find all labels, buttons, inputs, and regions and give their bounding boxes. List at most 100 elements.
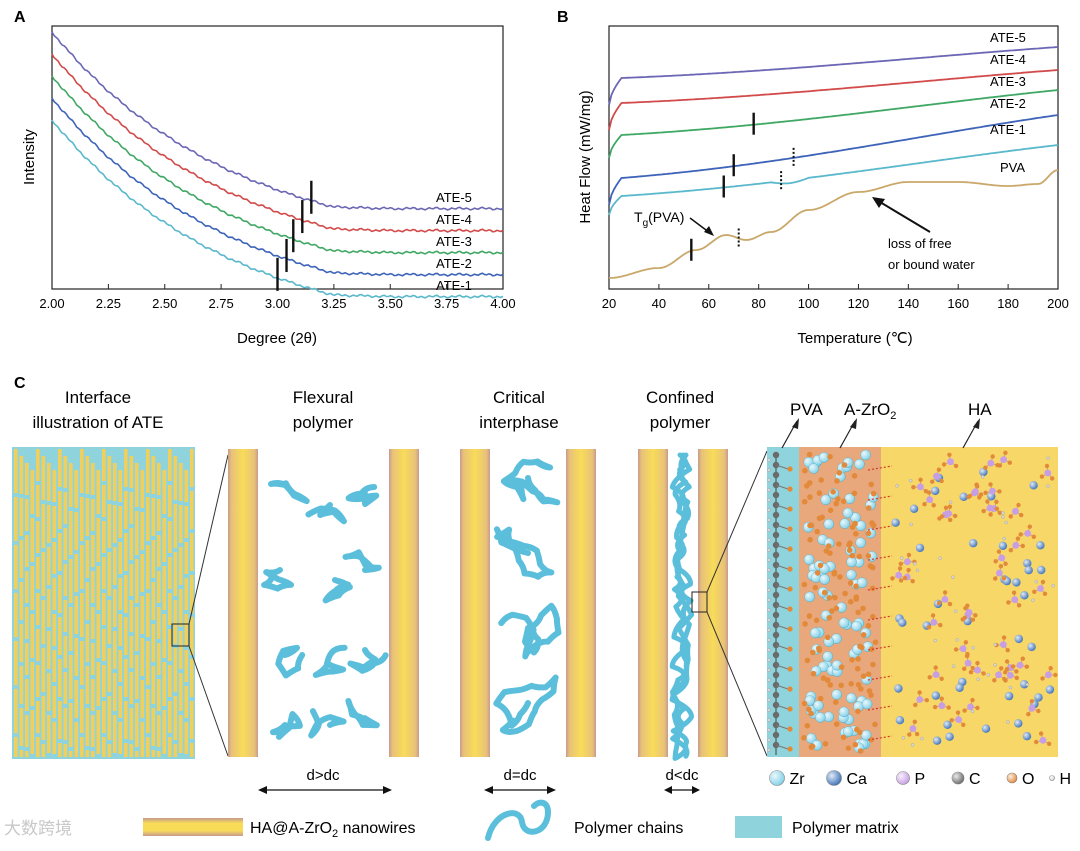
nanowire-segment <box>135 607 139 651</box>
nanowire-segment <box>102 557 106 589</box>
spacing-label-gt: d>dc <box>307 767 340 784</box>
atom-o <box>854 665 861 672</box>
polymer-chain <box>493 674 559 735</box>
atom-c <box>772 471 780 479</box>
atom-h <box>948 500 953 504</box>
atom-h <box>767 588 771 592</box>
nanowire-segment <box>102 665 106 697</box>
nanowire-segment <box>19 750 24 757</box>
atom-o <box>814 570 821 576</box>
atom-o <box>927 675 932 680</box>
atom-h <box>1001 511 1005 515</box>
nanowire-segment <box>190 533 194 571</box>
interaction-bond <box>867 705 893 711</box>
series-label-pva: PVA <box>1000 160 1025 175</box>
nanowire-segment <box>96 566 101 610</box>
atom-o <box>801 498 808 505</box>
atom-c <box>772 651 780 659</box>
atom-o <box>953 647 959 652</box>
interaction-bond <box>867 585 893 591</box>
nanowire-segment <box>25 751 29 757</box>
atom-h <box>767 528 771 532</box>
atom-o <box>816 515 823 522</box>
polymer-chain <box>500 458 561 506</box>
atom-o <box>827 682 834 688</box>
atom-shade <box>943 720 952 729</box>
nanowire-segment <box>36 521 40 553</box>
atom-o <box>806 451 813 458</box>
x-tick-label: 2.25 <box>96 296 121 311</box>
layer-label-zro2: A-ZrO2 <box>844 400 896 422</box>
legend-atom-shade <box>769 770 785 786</box>
atom-o <box>787 506 793 512</box>
nanowire-segment <box>184 542 189 574</box>
col1-title-line1: Interface <box>65 388 131 407</box>
atom-o <box>912 719 917 724</box>
nanowire-segment <box>25 643 29 675</box>
atom-o <box>868 692 874 698</box>
atom-o <box>973 613 978 618</box>
nanowire-segment <box>63 744 68 757</box>
atom-shade <box>808 463 819 474</box>
nanowire-segment <box>113 589 117 627</box>
atom-o <box>1044 463 1050 469</box>
nanowire-segment <box>179 715 183 753</box>
arrow-head <box>973 418 980 429</box>
nanowire-segment <box>30 710 35 754</box>
legend-atom-shade <box>952 772 964 784</box>
arrow-head <box>383 786 392 794</box>
atom-h <box>767 718 771 722</box>
interaction-bond <box>867 555 893 561</box>
atom-h <box>767 748 771 752</box>
atom-o <box>865 553 872 559</box>
zoom-line-top-right <box>706 450 768 593</box>
atom-h <box>767 598 771 602</box>
atom-p <box>917 483 924 491</box>
nanowire-segment <box>151 624 156 662</box>
nanowire-segment <box>30 614 35 658</box>
atom-o <box>939 478 944 484</box>
nanowire-segment <box>63 636 68 668</box>
nanowire-segment <box>41 456 46 500</box>
nanowire-segment <box>113 631 117 669</box>
interaction-bond <box>867 615 893 621</box>
bond <box>775 464 789 470</box>
atom-o <box>856 553 863 560</box>
nanowire-segment <box>19 582 24 620</box>
nanowire-segment <box>146 449 150 493</box>
polymer-chain <box>312 644 348 678</box>
atom-h <box>767 698 771 702</box>
interface-illustration <box>12 447 229 759</box>
nanowire-segment <box>135 703 139 747</box>
atom-o <box>801 735 807 741</box>
atom-o <box>833 500 840 507</box>
chart-b: 20 40 60 80 100 120 140 160 180 200 ATE-5ATE-4ATE… <box>577 25 1069 347</box>
atom-o <box>983 490 988 495</box>
water-annotation-line2: or bound water <box>888 257 975 272</box>
atom-p <box>1011 596 1019 604</box>
series-label-ate-5: ATE-5 <box>436 190 472 205</box>
atom-o <box>801 700 808 707</box>
nanowire-segment <box>162 710 167 754</box>
atom-o <box>988 482 993 487</box>
atom-h <box>767 578 771 582</box>
nanowire-segment <box>58 533 62 571</box>
chart-b-markers <box>690 112 795 261</box>
nanowire-segment <box>47 463 51 501</box>
nanowire-segment <box>107 600 112 644</box>
atom-o <box>953 513 958 519</box>
atom-h <box>1025 682 1030 687</box>
atom-o <box>801 581 808 588</box>
polymer-chain <box>275 644 306 679</box>
nanowire-segment <box>124 533 128 571</box>
nanowire-segment <box>63 492 68 524</box>
atom-o <box>868 646 875 652</box>
atom-o <box>872 639 879 645</box>
atom-h <box>986 673 990 677</box>
atom-shade <box>1045 685 1055 694</box>
polymer-chain <box>322 577 353 604</box>
atom-o <box>1036 708 1041 714</box>
atom-shade <box>851 621 862 632</box>
arrow-head <box>792 418 799 429</box>
water-arrow-head <box>872 197 885 208</box>
